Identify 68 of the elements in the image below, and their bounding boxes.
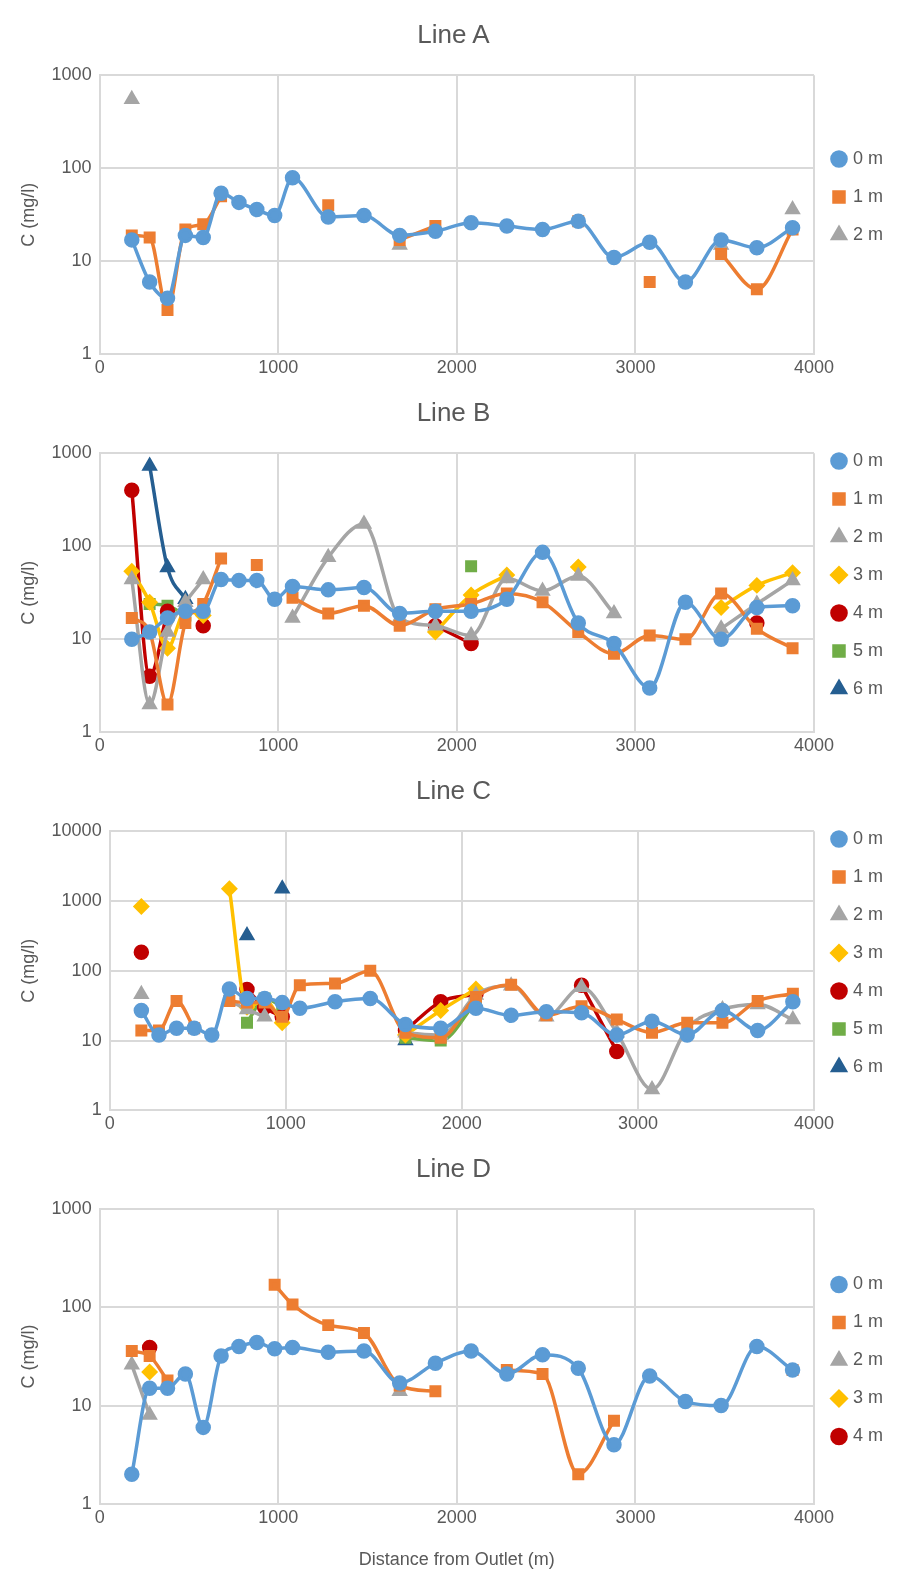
x-tick-label: 4000 xyxy=(793,1506,835,1527)
legend-label: 3 m xyxy=(852,563,884,584)
x-tick-label: 2000 xyxy=(441,1113,482,1134)
y-tick-label: 100 xyxy=(71,959,102,980)
y-axis-title: C (mg/l) xyxy=(17,560,38,625)
x-tick-label: 0 xyxy=(94,357,105,378)
y-tick-label: 10 xyxy=(71,1394,92,1415)
y-tick-label: 1 xyxy=(91,1099,102,1120)
y-tick-label: 100 xyxy=(61,1296,92,1317)
x-tick-label: 0 xyxy=(104,1113,115,1134)
chart-title: Line D xyxy=(415,1152,492,1183)
legend-label: 4 m xyxy=(852,1425,884,1446)
y-tick-label: 10000 xyxy=(51,820,102,841)
legend-label: 6 m xyxy=(852,677,884,698)
x-axis-title: Distance from Outlet (m) xyxy=(358,1549,555,1570)
x-tick-label: 4000 xyxy=(793,735,835,756)
y-axis-title: C (mg/l) xyxy=(17,1324,38,1389)
x-tick-label: 0 xyxy=(94,1506,105,1527)
x-tick-label: 2000 xyxy=(436,735,477,756)
x-tick-label: 1000 xyxy=(258,1506,299,1527)
y-tick-label: 1000 xyxy=(61,889,102,910)
legend-label: 2 m xyxy=(852,223,884,244)
y-tick-label: 10 xyxy=(71,250,92,271)
legend-label: 5 m xyxy=(852,1017,884,1038)
y-tick-label: 10 xyxy=(81,1029,102,1050)
y-axis-title: C (mg/l) xyxy=(17,182,38,247)
legend-label: 0 m xyxy=(852,147,884,168)
chart-title: Line A xyxy=(417,18,491,49)
legend-label: 1 m xyxy=(852,1311,884,1332)
x-tick-label: 4000 xyxy=(793,357,835,378)
y-tick-label: 10 xyxy=(71,628,92,649)
y-tick-label: 100 xyxy=(61,157,92,178)
x-tick-label: 0 xyxy=(94,735,105,756)
legend-label: 0 m xyxy=(852,1273,884,1294)
legend-label: 1 m xyxy=(852,185,884,206)
y-axis-title: C (mg/l) xyxy=(17,938,38,1003)
x-tick-label: 3000 xyxy=(615,357,656,378)
legend-label: 0 m xyxy=(852,827,884,848)
y-tick-label: 1 xyxy=(81,343,92,364)
legend-label: 2 m xyxy=(852,525,884,546)
legend-label: 5 m xyxy=(852,639,884,660)
y-tick-label: 1 xyxy=(81,721,92,742)
chart-title: Line B xyxy=(416,396,491,427)
legend-label: 4 m xyxy=(852,601,884,622)
x-tick-label: 2000 xyxy=(436,1506,477,1527)
x-tick-label: 2000 xyxy=(436,357,477,378)
legend-label: 0 m xyxy=(852,449,884,470)
legend-label: 3 m xyxy=(852,941,884,962)
y-tick-label: 1 xyxy=(81,1492,92,1513)
x-tick-label: 3000 xyxy=(615,735,656,756)
legend-label: 6 m xyxy=(852,1055,884,1076)
y-tick-label: 1000 xyxy=(51,64,92,85)
x-tick-label: 3000 xyxy=(615,1506,656,1527)
x-tick-label: 1000 xyxy=(258,357,299,378)
x-tick-label: 1000 xyxy=(258,735,299,756)
legend-label: 3 m xyxy=(852,1387,884,1408)
chart-title: Line C xyxy=(415,774,492,805)
y-tick-label: 1000 xyxy=(51,1198,92,1219)
x-tick-label: 4000 xyxy=(793,1113,835,1134)
legend-label: 2 m xyxy=(852,1349,884,1370)
y-tick-label: 100 xyxy=(61,535,92,556)
legend-label: 2 m xyxy=(852,903,884,924)
legend-label: 1 m xyxy=(852,865,884,886)
y-tick-label: 1000 xyxy=(51,442,92,463)
x-tick-label: 3000 xyxy=(617,1113,658,1134)
legend-label: 1 m xyxy=(852,487,884,508)
legend-label: 4 m xyxy=(852,979,884,1000)
x-tick-label: 1000 xyxy=(265,1113,306,1134)
